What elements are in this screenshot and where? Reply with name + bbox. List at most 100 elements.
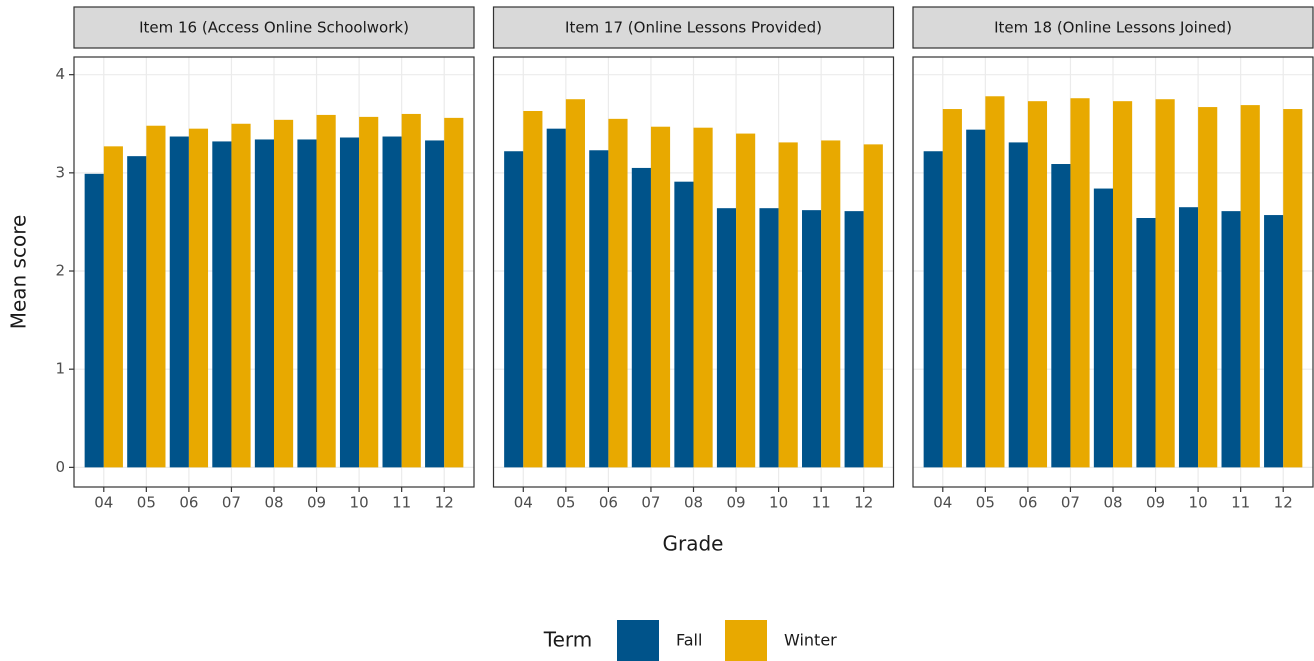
bar — [821, 140, 841, 468]
x-tick-label: 04 — [94, 494, 113, 512]
x-tick-label: 11 — [1231, 494, 1250, 512]
bar — [339, 137, 360, 468]
strip — [492, 6, 895, 49]
y-tick-label: 1 — [55, 360, 65, 378]
bar — [297, 139, 317, 468]
panel-border — [912, 56, 1314, 488]
x-tick-label: 10 — [769, 494, 788, 512]
bar — [631, 167, 651, 468]
bar — [942, 109, 962, 468]
x-tick-label: 08 — [684, 494, 703, 512]
bar — [425, 140, 445, 468]
bar — [523, 110, 543, 468]
x-tick-label: 09 — [727, 494, 746, 512]
bar — [608, 118, 628, 468]
x-tick-label: 08 — [264, 494, 283, 512]
bar — [759, 208, 779, 468]
x-tick-label: 07 — [1061, 494, 1080, 512]
bar — [1155, 99, 1175, 468]
bar — [231, 123, 251, 468]
x-tick-label: 12 — [1274, 494, 1293, 512]
y-axis-title: Mean score — [7, 215, 31, 330]
panel-border — [73, 56, 475, 488]
x-tick-label: 06 — [179, 494, 198, 512]
bar — [802, 210, 822, 468]
bar — [188, 128, 209, 468]
bar — [1221, 211, 1241, 468]
bar — [923, 151, 943, 468]
bar — [1283, 109, 1303, 468]
bar — [359, 116, 379, 468]
x-tick-label: 09 — [1146, 494, 1165, 512]
y-tick-label: 0 — [55, 458, 65, 476]
x-tick-label: 04 — [933, 494, 952, 512]
bar — [650, 126, 671, 468]
x-tick-label: 11 — [392, 494, 411, 512]
strip — [912, 6, 1314, 49]
x-tick-label: 05 — [976, 494, 995, 512]
bar — [401, 113, 421, 468]
x-tick-label: 10 — [1189, 494, 1208, 512]
bar — [127, 156, 147, 468]
x-tick-label: 06 — [599, 494, 618, 512]
bar — [589, 150, 609, 468]
bar — [504, 151, 524, 468]
legend-label: Fall — [676, 631, 702, 650]
bar — [565, 99, 585, 468]
bar — [546, 128, 566, 468]
x-tick-label: 07 — [222, 494, 241, 512]
bar — [1136, 218, 1156, 468]
x-tick-label: 04 — [514, 494, 533, 512]
bar — [1113, 101, 1133, 468]
legend-swatch — [725, 620, 767, 661]
x-axis-title: Grade — [663, 532, 724, 556]
bar — [1093, 188, 1113, 468]
x-tick-label: 11 — [812, 494, 831, 512]
bar — [382, 136, 402, 468]
bar — [212, 141, 232, 468]
legend-title: Term — [543, 628, 592, 652]
bar — [716, 208, 737, 468]
bar — [966, 129, 986, 468]
x-tick-label: 05 — [556, 494, 575, 512]
bar — [1008, 142, 1028, 468]
bar — [1264, 215, 1284, 468]
y-tick-label: 4 — [55, 65, 65, 83]
panel-border — [492, 56, 895, 488]
bar — [274, 119, 294, 468]
bar — [444, 117, 464, 468]
bar — [674, 181, 694, 468]
bar — [1070, 98, 1090, 468]
legend-swatch — [617, 620, 659, 661]
bar — [169, 136, 189, 468]
bar — [1198, 107, 1218, 468]
bar — [1178, 207, 1199, 468]
bar — [1051, 164, 1071, 468]
legend-label: Winter — [784, 631, 837, 650]
strip-label: Item 16 (Access Online Schoolwork) — [139, 19, 409, 37]
strip-label: Item 18 (Online Lessons Joined) — [994, 19, 1232, 37]
x-tick-label: 10 — [350, 494, 369, 512]
bar — [1027, 101, 1048, 468]
bar — [736, 133, 756, 468]
bar — [1240, 105, 1260, 468]
x-tick-label: 09 — [307, 494, 326, 512]
bar — [254, 139, 274, 468]
bar — [693, 127, 713, 468]
x-tick-label: 07 — [641, 494, 660, 512]
bar — [863, 144, 883, 468]
x-tick-label: 06 — [1018, 494, 1037, 512]
x-tick-label: 12 — [435, 494, 454, 512]
bar — [316, 114, 336, 468]
bar — [103, 146, 123, 468]
bar — [985, 96, 1005, 468]
bar — [84, 173, 104, 468]
y-tick-label: 3 — [55, 163, 65, 181]
bar — [146, 125, 166, 468]
x-tick-label: 08 — [1103, 494, 1122, 512]
bar — [778, 142, 798, 468]
strip — [73, 6, 475, 49]
y-tick-label: 2 — [55, 262, 65, 280]
bar — [844, 211, 864, 468]
